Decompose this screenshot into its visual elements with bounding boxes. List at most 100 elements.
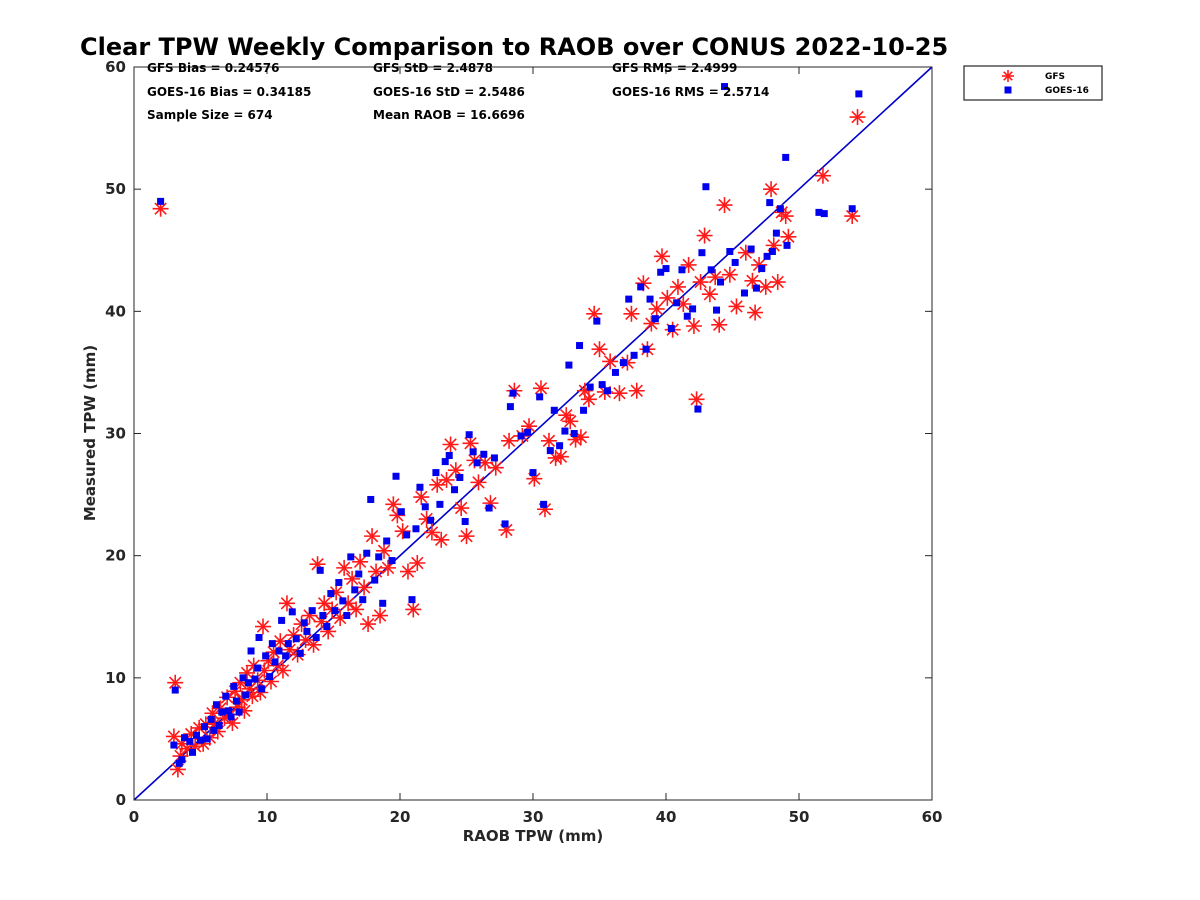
goes16-point [316,566,324,574]
gfs-point [352,553,369,570]
goes16-point [550,406,558,414]
gfs-point [572,429,589,446]
legend-gfs-marker [1002,70,1014,82]
gfs-point [680,256,697,273]
goes16-point [227,713,235,721]
goes16-point [312,634,320,642]
goes16-point [678,266,686,274]
goes16-point [266,673,274,681]
goes16-point [239,674,247,682]
goes16-point [630,351,638,359]
stat-annotation: GOES-16 StD = 2.5486 [373,85,525,99]
gfs-point [501,432,518,449]
goes16-point [189,748,197,756]
goes16-point [536,393,544,401]
gfs-point [429,476,446,493]
goes16-point [408,596,416,604]
goes16-point [561,427,569,435]
x-axis-ticks: 0 10 20 30 40 50 60 [129,67,943,826]
goes16-point [766,199,774,207]
goes16-point [224,707,232,715]
goes16-point [619,359,627,367]
goes16-point [576,342,584,350]
gfs-point [413,489,430,506]
goes16-point [412,525,420,533]
goes16-point [465,431,473,439]
goes16-point [580,406,588,414]
goes16-point [451,486,459,494]
gfs-point [255,618,272,635]
gfs-point [348,601,365,618]
goes16-point [646,295,654,303]
goes16-point [776,205,784,213]
gfs-point [433,531,450,548]
goes16-point [637,283,645,291]
goes16-series-group [157,83,863,767]
goes16-point [170,741,178,749]
goes16-point [296,649,304,657]
reference-line-group [133,66,933,801]
y-tick-label: 10 [105,669,126,687]
gfs-point [453,500,470,517]
stat-annotation: GOES-16 Bias = 0.34185 [147,85,311,99]
goes16-point [210,726,218,734]
goes16-point [783,241,791,249]
goes16-point [432,469,440,477]
goes16-point [517,432,525,440]
goes16-point [367,495,375,503]
gfs-point [688,391,705,408]
goes16-point [485,504,493,512]
goes16-point [593,317,601,325]
goes16-point [421,503,429,511]
goes16-point [570,430,578,437]
stat-annotation: GOES-16 RMS = 2.5714 [612,85,769,99]
goes16-point [375,553,383,561]
legend-goes16-marker [1004,86,1012,94]
gfs-point [769,274,786,291]
goes16-point [319,612,327,620]
x-tick-label: 60 [922,808,943,826]
goes16-point [707,266,715,274]
goes16-point [197,736,204,744]
goes16-point [469,448,477,456]
goes16-point [282,652,290,660]
gfs-point [152,200,169,217]
goes16-point [855,90,863,98]
goes16-point [683,312,691,320]
y-tick-label: 30 [105,425,126,443]
gfs-point [278,595,295,612]
goes16-point [200,723,208,731]
goes16-point [603,387,611,395]
goes16-point [456,473,464,481]
goes16-point [782,153,790,161]
gfs-point [552,448,569,465]
goes16-point [642,345,650,353]
goes16-point [379,599,387,607]
goes16-point [625,295,633,303]
gfs-point [586,305,603,322]
goes16-point [768,247,776,255]
goes16-point [565,361,573,369]
goes16-point [215,721,223,729]
stats-annotations: GFS Bias = 0.24576 GFS StD = 2.4878 GFS RM… [147,61,769,122]
goes16-point [689,305,697,313]
x-tick-label: 40 [656,808,677,826]
goes16-point [251,675,259,683]
gfs-point [167,674,184,691]
gfs-point [580,391,597,408]
goes16-point [175,759,183,767]
gfs-point [707,269,724,286]
goes16-point [371,576,379,584]
goes16-point [397,508,405,516]
x-tick-label: 10 [257,808,278,826]
goes16-point [212,701,220,709]
gfs-point [438,471,455,488]
x-tick-label: 50 [789,808,810,826]
goes16-point [436,500,444,508]
gfs-point [711,316,728,333]
goes16-point [441,458,449,466]
goes16-point [416,483,424,491]
x-tick-label: 30 [523,808,544,826]
gfs-point [487,459,504,476]
